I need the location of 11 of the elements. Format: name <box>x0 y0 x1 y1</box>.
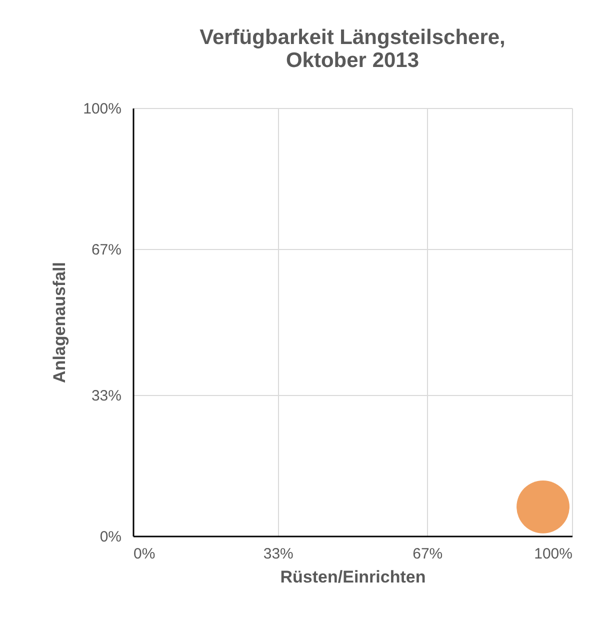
y-tick-label: 67% <box>91 242 122 259</box>
x-tick-label: 67% <box>412 546 443 562</box>
chart-title: Verfügbarkeit Längsteilschere, Oktober 2013 <box>200 26 506 72</box>
x-tick-label: 100% <box>534 546 572 562</box>
x-axis-title: Rüsten/Einrichten <box>280 568 426 586</box>
y-tick-label: 33% <box>91 387 122 404</box>
x-tick-label: 33% <box>263 546 294 562</box>
y-axis-title: Anlagenausfall <box>50 262 70 383</box>
x-tick-label: 0% <box>134 546 156 562</box>
y-tick-label: 0% <box>100 528 122 546</box>
y-tick-label: 100% <box>83 100 122 118</box>
